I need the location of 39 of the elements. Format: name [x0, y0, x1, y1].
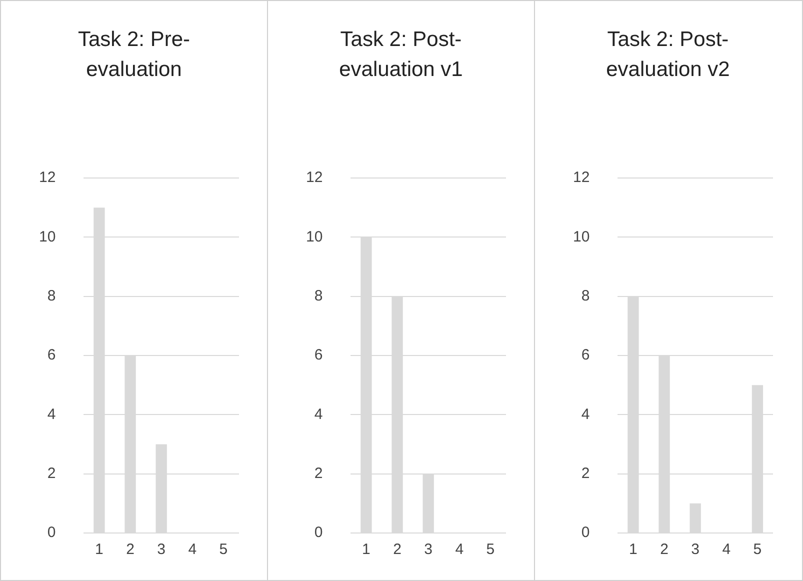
- y-tick-label: 6: [47, 346, 56, 364]
- y-tick-label: 2: [47, 464, 56, 482]
- y-tick-label: 10: [38, 228, 56, 246]
- y-tick-label: 0: [581, 524, 590, 542]
- y-tick-label: 4: [47, 406, 56, 423]
- x-tick-label: 2: [660, 541, 668, 558]
- x-tick-label: 5: [486, 541, 495, 558]
- y-tick-label: 0: [314, 524, 323, 542]
- x-tick-label: 3: [157, 541, 166, 558]
- x-tick-label: 3: [424, 541, 433, 558]
- y-tick-label: 2: [314, 464, 323, 482]
- x-tick-label: 4: [188, 541, 197, 558]
- chart-title: Task 2: Post-evaluation v2: [605, 27, 731, 83]
- y-tick-label: 2: [581, 464, 590, 482]
- x-tick-label: 2: [126, 541, 134, 558]
- y-tick-label: 6: [314, 346, 323, 364]
- x-tick-label: 5: [753, 541, 762, 558]
- y-tick-label: 8: [47, 287, 56, 304]
- chart-title: Task 2: Pre-evaluation: [76, 27, 192, 83]
- y-tick-label: 8: [314, 287, 323, 304]
- y-tick-label: 0: [47, 524, 56, 542]
- x-tick-label: 1: [629, 541, 638, 558]
- x-tick-label: 1: [95, 541, 104, 558]
- y-tick-label: 12: [38, 169, 56, 186]
- x-tick-label: 4: [455, 541, 464, 558]
- y-tick-label: 4: [581, 406, 590, 423]
- x-tick-label: 5: [219, 541, 228, 558]
- x-tick-label: 2: [393, 541, 402, 558]
- x-tick-label: 3: [691, 541, 700, 558]
- y-tick-label: 10: [572, 228, 590, 246]
- y-tick-label: 6: [581, 346, 590, 364]
- x-tick-label: 1: [362, 541, 370, 558]
- chart-title: Task 2: Post-evaluation v1: [338, 27, 464, 83]
- y-tick-label: 10: [306, 228, 323, 246]
- y-tick-label: 12: [572, 169, 590, 186]
- y-tick-label: 12: [306, 169, 323, 186]
- y-tick-label: 4: [314, 406, 323, 423]
- x-tick-label: 4: [722, 541, 731, 558]
- y-tick-label: 8: [581, 287, 590, 304]
